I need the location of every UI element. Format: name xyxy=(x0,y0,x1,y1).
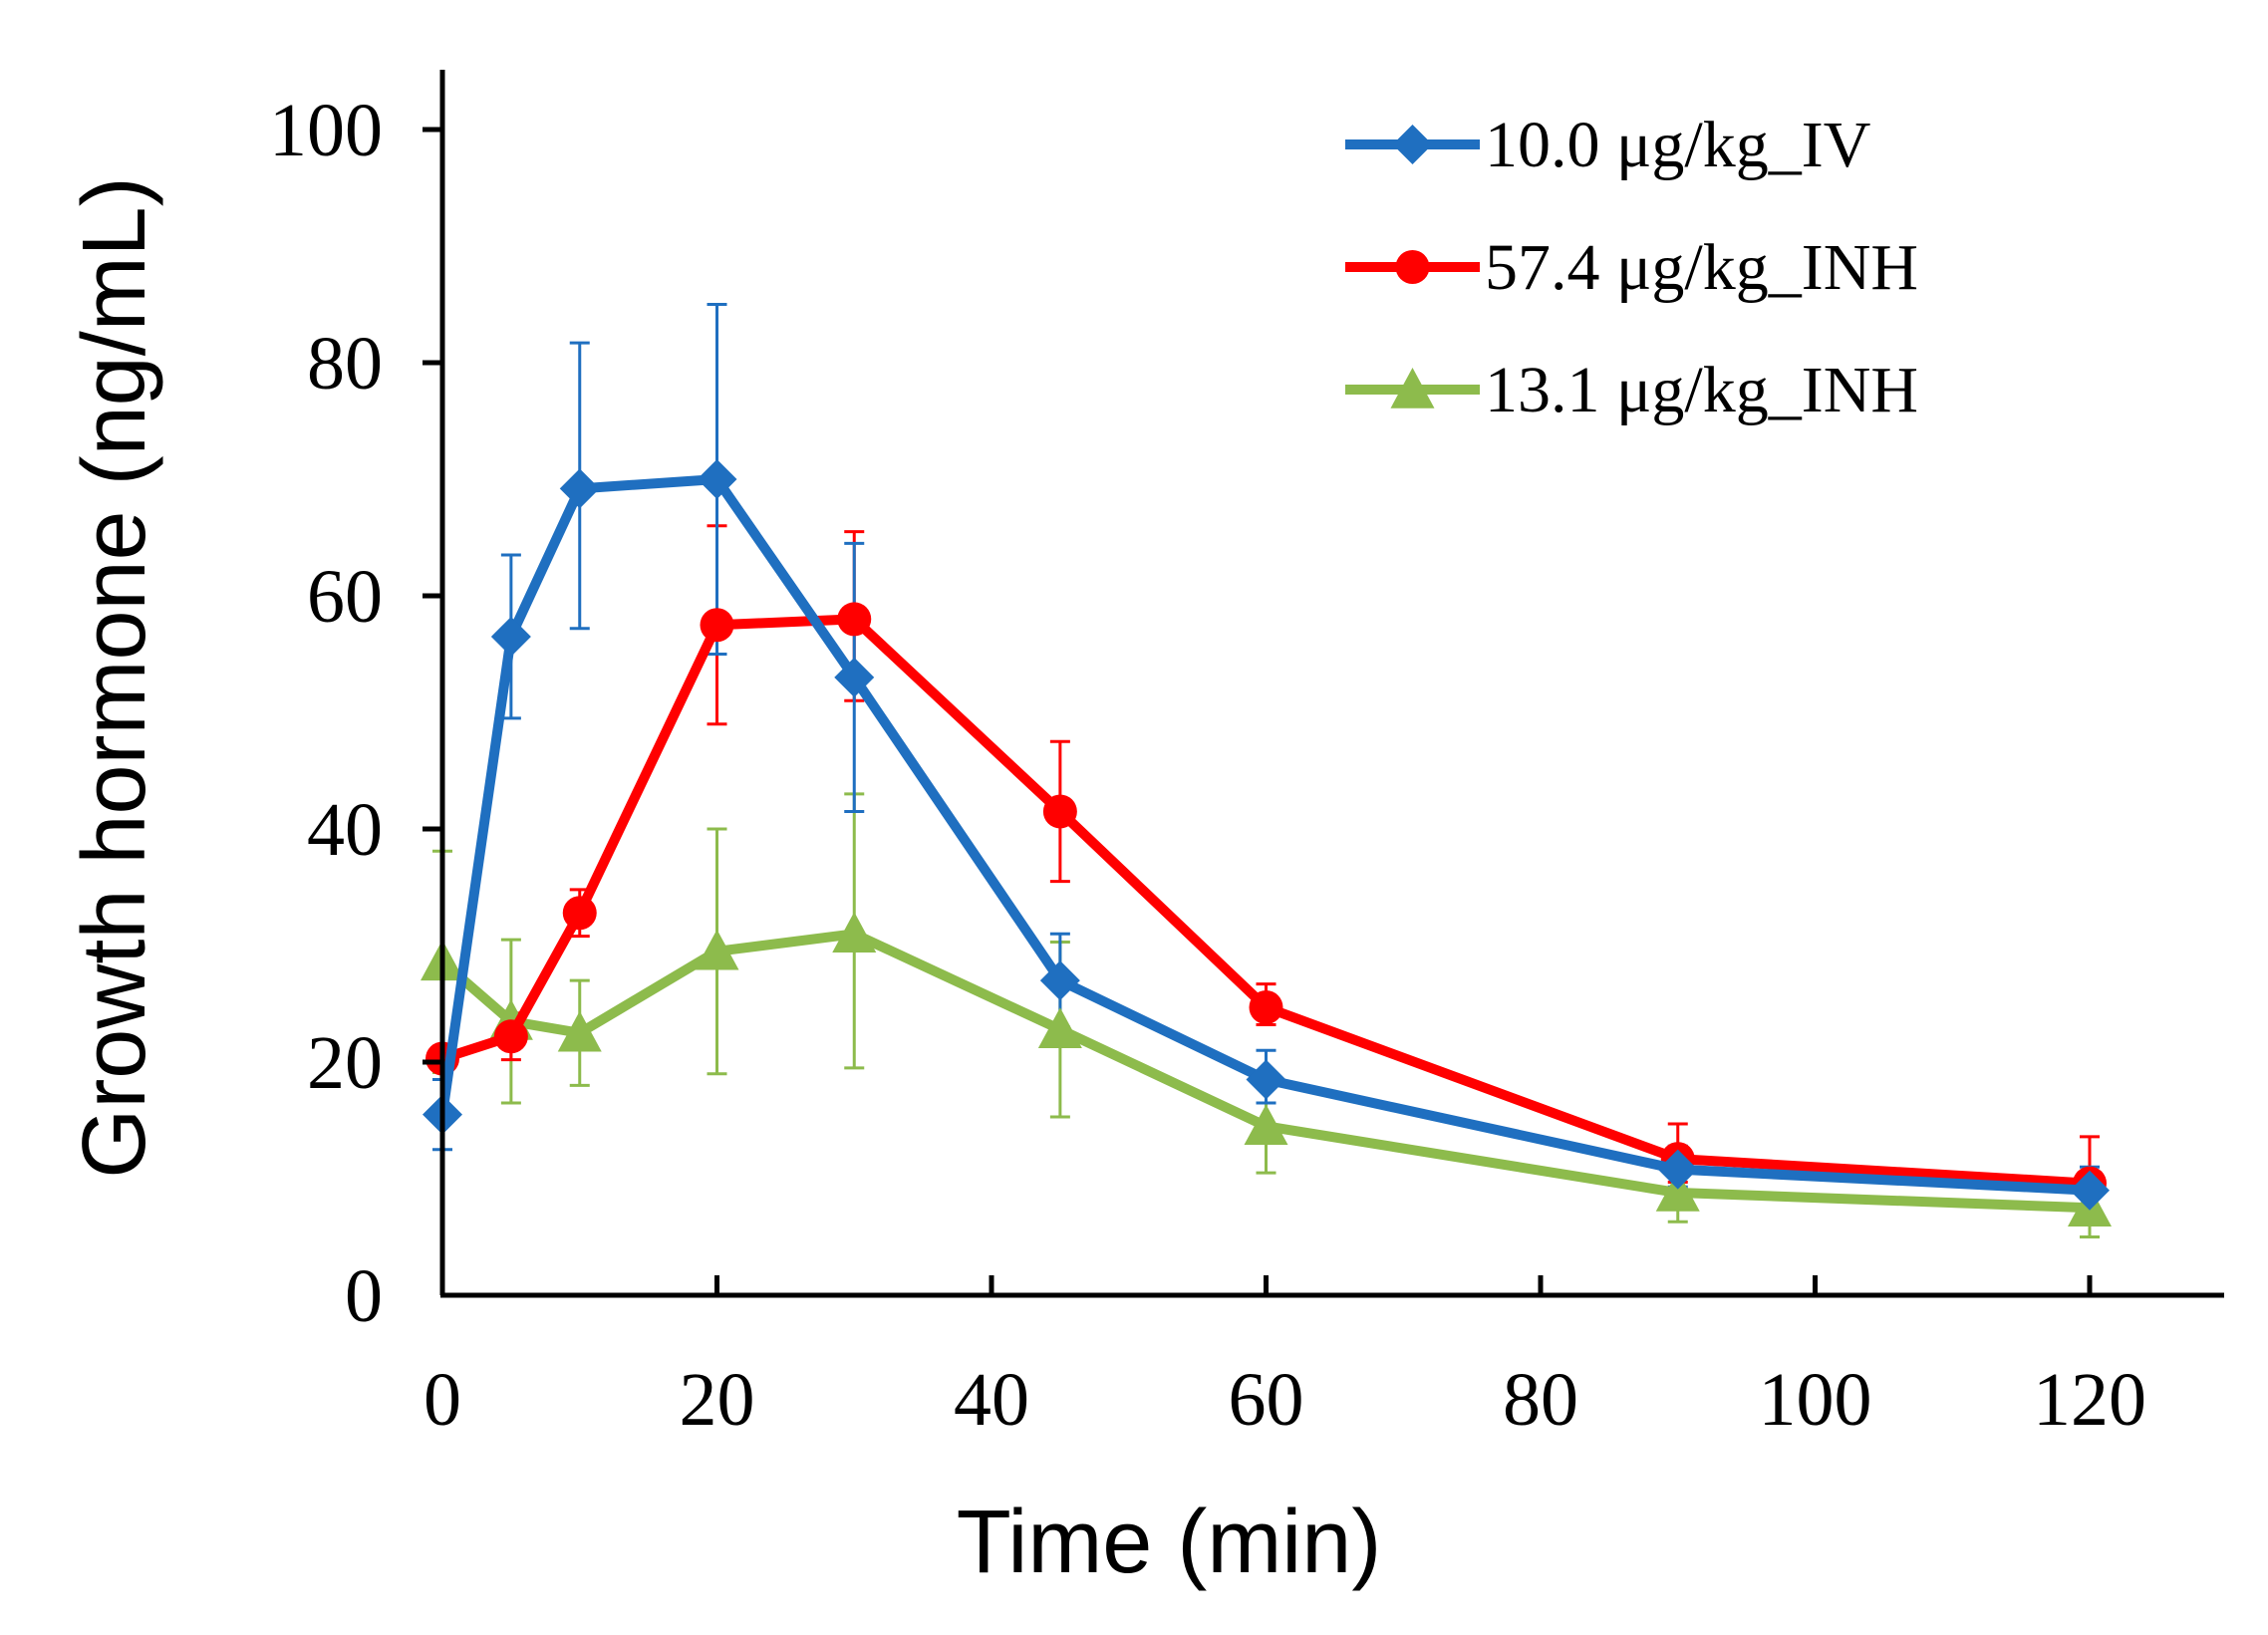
data-point xyxy=(1037,1007,1082,1048)
y-tick-label: 80 xyxy=(307,322,383,406)
series-diamond xyxy=(423,459,2110,1211)
data-point xyxy=(1657,1149,1698,1190)
x-tick-label: 120 xyxy=(2033,1358,2146,1442)
y-tick-label: 100 xyxy=(269,89,383,172)
data-point xyxy=(1655,1171,1700,1212)
y-axis-title: Growth hormone (ng/mL) xyxy=(65,176,164,1178)
legend-marker xyxy=(1395,250,1430,284)
data-point xyxy=(697,459,737,499)
data-point xyxy=(1042,794,1077,829)
series-circle xyxy=(425,602,2107,1201)
data-point xyxy=(562,896,597,931)
data-point xyxy=(493,1019,528,1054)
axes: 0 20 40 60 80 100 0 20 40 60 80 100 120 xyxy=(269,70,2224,1442)
data-point xyxy=(1249,990,1283,1025)
legend-label: 13.1 μg/kg_INH xyxy=(1485,354,1918,426)
data-point xyxy=(700,608,734,643)
x-tick-label: 60 xyxy=(1229,1358,1304,1442)
x-tick-label: 0 xyxy=(424,1358,461,1442)
y-tick-label: 20 xyxy=(307,1021,383,1105)
x-tick-label: 40 xyxy=(954,1358,1029,1442)
legend-marker xyxy=(1392,125,1433,164)
plot-area xyxy=(421,303,2112,1238)
data-point xyxy=(1039,960,1080,1001)
data-point xyxy=(837,602,872,637)
y-tick-label: 0 xyxy=(345,1254,383,1338)
legend-entry: 10.0 μg/kg_IV xyxy=(1345,109,1870,181)
legend-entry: 57.4 μg/kg_INH xyxy=(1345,231,1918,304)
data-point xyxy=(559,468,600,509)
x-axis-title: Time (min) xyxy=(957,1493,1382,1592)
data-point xyxy=(557,1010,602,1052)
legend-label: 10.0 μg/kg_IV xyxy=(1485,109,1870,181)
x-tick-label: 20 xyxy=(680,1358,755,1442)
x-tick-label: 80 xyxy=(1503,1358,1578,1442)
data-point xyxy=(2070,1170,2110,1211)
y-tick-label: 60 xyxy=(307,555,383,639)
data-point xyxy=(695,929,739,970)
legend-label: 57.4 μg/kg_INH xyxy=(1485,231,1918,304)
legend-entry: 13.1 μg/kg_INH xyxy=(1345,354,1918,426)
legend: 10.0 μg/kg_IV 57.4 μg/kg_INH 13.1 μg/kg_IN… xyxy=(1345,109,1918,426)
x-tick-label: 100 xyxy=(1759,1358,1872,1442)
data-point xyxy=(490,616,531,657)
data-point xyxy=(834,657,875,697)
y-tick-label: 40 xyxy=(307,788,383,872)
data-point xyxy=(1244,1104,1288,1146)
legend-marker xyxy=(1390,368,1435,409)
data-point xyxy=(1246,1059,1286,1100)
data-point xyxy=(832,912,877,953)
